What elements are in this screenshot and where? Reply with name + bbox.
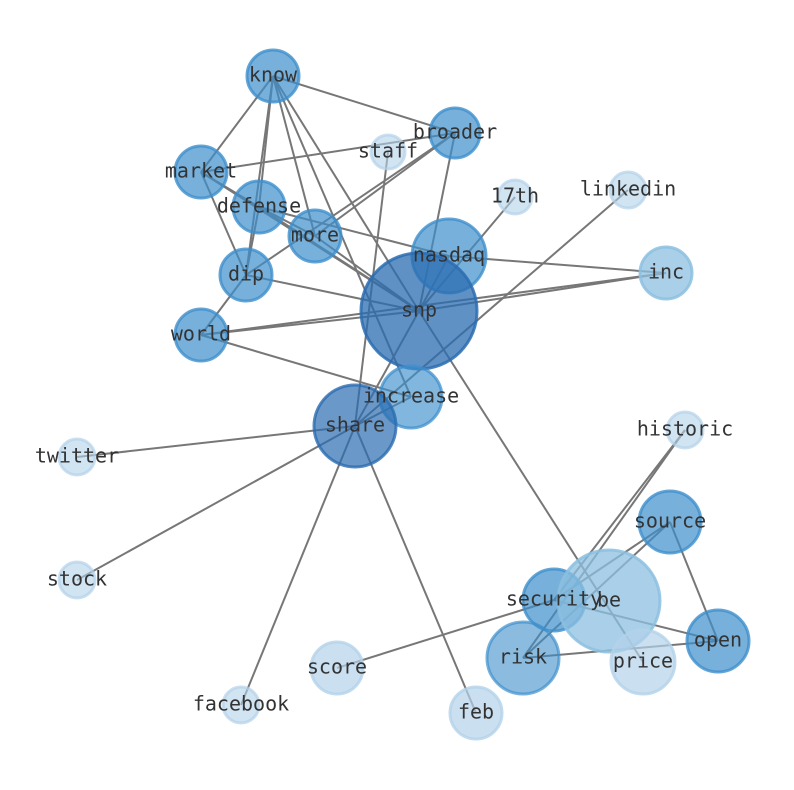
node-label: know — [249, 63, 298, 87]
node — [556, 548, 662, 654]
node — [221, 685, 261, 725]
edge — [76, 425, 356, 458]
node — [638, 245, 694, 301]
node-label: open — [694, 628, 742, 652]
node — [448, 685, 504, 741]
edge — [240, 425, 356, 706]
node — [609, 628, 677, 696]
nodes — [57, 48, 751, 741]
edge — [245, 132, 456, 276]
node-label: score — [307, 655, 367, 679]
node — [685, 608, 751, 674]
node — [57, 437, 97, 477]
node-label: more — [291, 223, 339, 247]
node-label: world — [171, 322, 231, 346]
node-label: historic — [637, 417, 733, 441]
node-label: market — [165, 159, 237, 183]
node-label: stock — [47, 567, 107, 591]
edge — [272, 75, 316, 237]
node — [173, 144, 229, 200]
edge — [354, 425, 477, 714]
node-label: nasdaq — [413, 243, 485, 267]
node — [287, 208, 343, 264]
node — [608, 170, 648, 210]
edge — [272, 75, 456, 134]
node-label: inc — [648, 260, 684, 284]
node-label: be — [597, 588, 621, 612]
node — [218, 247, 274, 303]
node — [312, 383, 398, 469]
node — [231, 179, 287, 235]
edge — [200, 132, 456, 173]
edge — [336, 599, 555, 669]
node-label: twitter — [35, 444, 119, 468]
node-label: security — [506, 587, 602, 611]
node-label: risk — [499, 645, 547, 669]
edge — [76, 425, 356, 581]
node — [428, 106, 482, 160]
node-label: 17th — [491, 184, 539, 208]
node — [173, 307, 229, 363]
node — [309, 640, 365, 696]
node — [369, 133, 407, 171]
node-label: linkedin — [580, 177, 676, 201]
node-label: increase — [363, 384, 459, 408]
node — [57, 560, 97, 600]
node-label: facebook — [193, 692, 289, 716]
node — [637, 489, 703, 555]
node-label: defense — [217, 194, 301, 218]
edge — [245, 75, 274, 276]
node-label: source — [634, 509, 706, 533]
node-label: dip — [228, 262, 264, 286]
node-label: feb — [458, 700, 494, 724]
node — [496, 178, 534, 216]
node — [485, 620, 561, 696]
node — [245, 48, 301, 104]
node-label: broader — [413, 120, 497, 144]
node-label: share — [325, 413, 385, 437]
node — [665, 410, 705, 450]
node-label: snp — [401, 298, 437, 322]
node-label: staff — [358, 139, 418, 163]
node-label: price — [613, 649, 673, 673]
